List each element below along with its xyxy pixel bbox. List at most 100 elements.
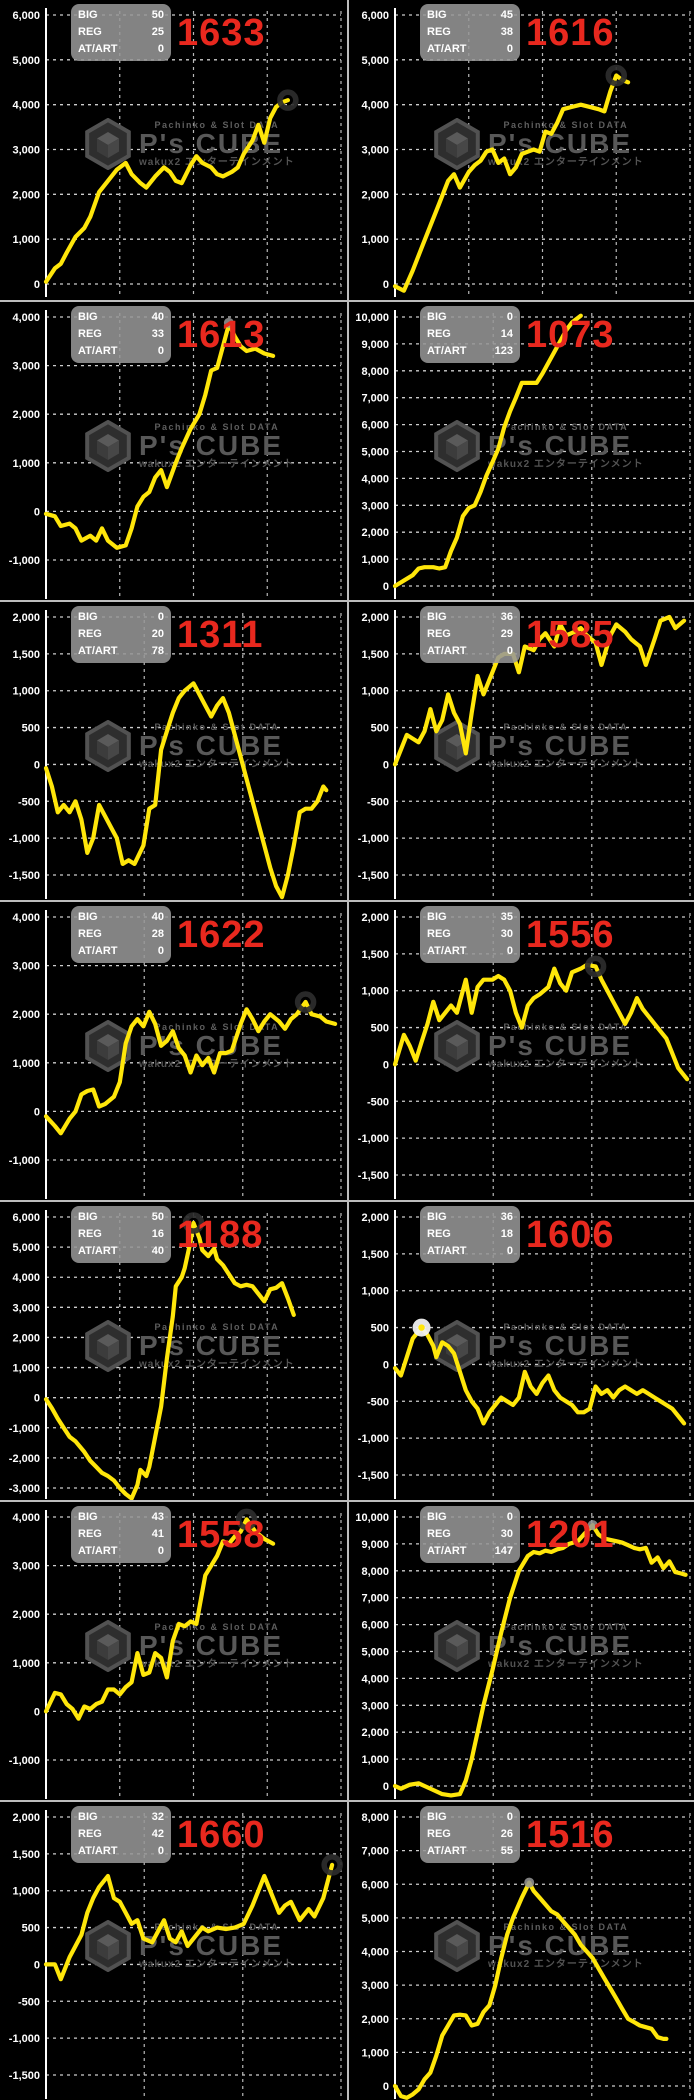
slot-graph-panel-10[interactable]: 2,000 1,500 1,000 500 0 -500 -1,000 -1,500 Pach…	[347, 1200, 694, 1500]
svg-text:0: 0	[34, 1106, 40, 1118]
total-games-count: 1311	[177, 614, 264, 656]
big-value: 0	[506, 1811, 513, 1823]
watermark-subtitle: wakux2 エンターテインメント	[139, 1959, 295, 1970]
reg-value: 30	[500, 1528, 513, 1540]
svg-text:3,000: 3,000	[361, 1980, 389, 1992]
big-label: BIG	[78, 9, 98, 21]
svg-text:2,000: 2,000	[12, 1812, 40, 1824]
watermark-top-text: Pachinko & Slot DATA	[154, 1322, 280, 1332]
watermark-title: P's CUBE	[139, 1930, 284, 1961]
svg-text:5,000: 5,000	[12, 1242, 40, 1254]
watermark-top-text: Pachinko & Slot DATA	[503, 120, 629, 130]
watermark-top-text: Pachinko & Slot DATA	[154, 1022, 280, 1032]
watermark-top-text: Pachinko & Slot DATA	[154, 120, 280, 130]
svg-text:6,000: 6,000	[361, 420, 389, 432]
big-value: 45	[500, 9, 513, 21]
slot-graph-panel-8[interactable]: 2,000 1,500 1,000 500 0 -500 -1,000 -1,500 Pach…	[347, 900, 694, 1200]
at-art-value: 78	[151, 645, 164, 657]
grid-layer: 10,000 9,000 8,000 7,000 6,000 5,000 4,000 3,00…	[355, 1510, 691, 1799]
legend-row-atart: AT/ART 0	[78, 41, 164, 58]
legend-row-atart: AT/ART 78	[78, 643, 164, 660]
line-chart-layer	[392, 1318, 687, 1426]
slot-graph-panel-5[interactable]: 2,000 1,500 1,000 500 0 -500 -1,000 -1,500 Pach…	[0, 600, 347, 900]
legend-row-atart: AT/ART 55	[427, 1843, 513, 1860]
slot-graph-panel-9[interactable]: 6,000 5,000 4,000 3,000 2,000 1,000 0 -1,000 -2,…	[0, 1200, 347, 1500]
svg-text:-1,000: -1,000	[358, 1433, 389, 1445]
at-art-value: 0	[157, 1845, 164, 1857]
svg-text:1,000: 1,000	[12, 686, 40, 698]
svg-text:1,000: 1,000	[361, 234, 389, 246]
at-art-label: AT/ART	[78, 1245, 118, 1257]
at-art-value: 55	[500, 1845, 513, 1857]
svg-text:6,000: 6,000	[361, 1620, 389, 1632]
ps-cube-watermark: Pachinko & Slot DATA P's CUBE wakux2 エンタ…	[431, 1320, 644, 1372]
svg-text:4,000: 4,000	[12, 1272, 40, 1284]
svg-text:-1,000: -1,000	[9, 1423, 40, 1435]
total-games-count: 1073	[526, 314, 615, 356]
bonus-count-legend: BIG 45 REG 38 AT/ART 0	[420, 4, 520, 61]
ps-cube-logo-icon	[434, 1020, 480, 1072]
svg-text:4,000: 4,000	[361, 1947, 389, 1959]
ps-cube-logo-icon	[434, 1620, 480, 1672]
legend-row-reg: REG 38	[427, 24, 513, 41]
ps-cube-watermark: Pachinko & Slot DATA P's CUBE wakux2 エンタ…	[431, 1920, 644, 1972]
svg-text:10,000: 10,000	[355, 312, 389, 324]
big-label: BIG	[427, 311, 447, 323]
legend-row-reg: REG 28	[78, 926, 164, 943]
slot-graph-panel-7[interactable]: 4,000 3,000 2,000 1,000 0 -1,000 Pachinko & S…	[0, 900, 347, 1200]
watermark-text: Pachinko & Slot DATA P's CUBE wakux2 エンタ…	[488, 422, 644, 470]
legend-row-big: BIG 50	[78, 1209, 164, 1226]
slot-graph-panel-6[interactable]: 2,000 1,500 1,000 500 0 -500 -1,000 -1,500 Pach…	[347, 600, 694, 900]
line-chart-layer	[392, 1520, 688, 1798]
slot-graph-panel-2[interactable]: 6,000 5,000 4,000 3,000 2,000 1,000 0 Pachinko…	[347, 0, 694, 300]
svg-text:7,000: 7,000	[361, 1593, 389, 1605]
svg-text:5,000: 5,000	[361, 1913, 389, 1925]
reg-value: 42	[151, 1828, 164, 1840]
line-chart-layer	[392, 1877, 669, 2100]
slot-graph-panel-14[interactable]: 8,000 7,000 6,000 5,000 4,000 3,000 2,000 1,000…	[347, 1800, 694, 2100]
svg-text:6,000: 6,000	[12, 10, 40, 22]
watermark-text: Pachinko & Slot DATA P's CUBE wakux2 エンタ…	[139, 1622, 295, 1670]
ps-cube-logo-icon	[85, 1620, 131, 1672]
svg-text:4,000: 4,000	[361, 100, 389, 112]
line-chart-layer	[43, 1508, 276, 1721]
slot-graph-panel-1[interactable]: 6,000 5,000 4,000 3,000 2,000 1,000 0 Pachinko…	[0, 0, 347, 300]
legend-row-big: BIG 36	[427, 609, 513, 626]
svg-text:-2,000: -2,000	[9, 1453, 40, 1465]
slot-graph-panel-3[interactable]: 4,000 3,000 2,000 1,000 0 -1,000 Pachinko & S…	[0, 300, 347, 600]
big-value: 50	[151, 1211, 164, 1223]
legend-row-reg: REG 14	[427, 326, 513, 343]
slot-graph-panel-11[interactable]: 4,000 3,000 2,000 1,000 0 -1,000 Pachinko & S…	[0, 1500, 347, 1800]
grid-layer: 2,000 1,500 1,000 500 0 -500 -1,000 -1,500	[9, 610, 342, 899]
slot-graph-panel-12[interactable]: 10,000 9,000 8,000 7,000 6,000 5,000 4,000 3,00…	[347, 1500, 694, 1800]
big-value: 40	[151, 911, 164, 923]
svg-text:500: 500	[371, 1023, 389, 1035]
svg-text:8,000: 8,000	[361, 366, 389, 378]
ps-cube-watermark: Pachinko & Slot DATA P's CUBE wakux2 エンタ…	[431, 420, 644, 472]
legend-row-big: BIG 32	[78, 1809, 164, 1826]
svg-text:0: 0	[34, 1959, 40, 1971]
watermark-title: P's CUBE	[139, 128, 284, 159]
svg-text:0: 0	[383, 581, 389, 593]
watermark-subtitle: wakux2 エンターテインメント	[488, 759, 644, 770]
slot-graph-panel-4[interactable]: 10,000 9,000 8,000 7,000 6,000 5,000 4,000 3,00…	[347, 300, 694, 600]
total-games-count: 1558	[177, 1514, 266, 1556]
svg-text:1,500: 1,500	[361, 649, 389, 661]
at-art-label: AT/ART	[427, 1545, 467, 1557]
big-value: 43	[151, 1511, 164, 1523]
svg-text:2,000: 2,000	[361, 1727, 389, 1739]
svg-text:-1,000: -1,000	[9, 1755, 40, 1767]
reg-label: REG	[427, 26, 451, 38]
svg-text:0: 0	[383, 1059, 389, 1071]
bonus-count-legend: BIG 0 REG 14 AT/ART 123	[420, 306, 520, 363]
legend-row-big: BIG 50	[78, 7, 164, 24]
reg-value: 38	[500, 26, 513, 38]
svg-text:1,000: 1,000	[12, 1058, 40, 1070]
legend-row-atart: AT/ART 0	[78, 943, 164, 960]
svg-text:3,000: 3,000	[12, 1302, 40, 1314]
slot-graph-panel-13[interactable]: 2,000 1,500 1,000 500 0 -500 -1,000 -1,500 Pach…	[0, 1800, 347, 2100]
bonus-count-legend: BIG 32 REG 42 AT/ART 0	[71, 1806, 171, 1863]
legend-row-reg: REG 18	[427, 1226, 513, 1243]
at-art-label: AT/ART	[78, 345, 118, 357]
